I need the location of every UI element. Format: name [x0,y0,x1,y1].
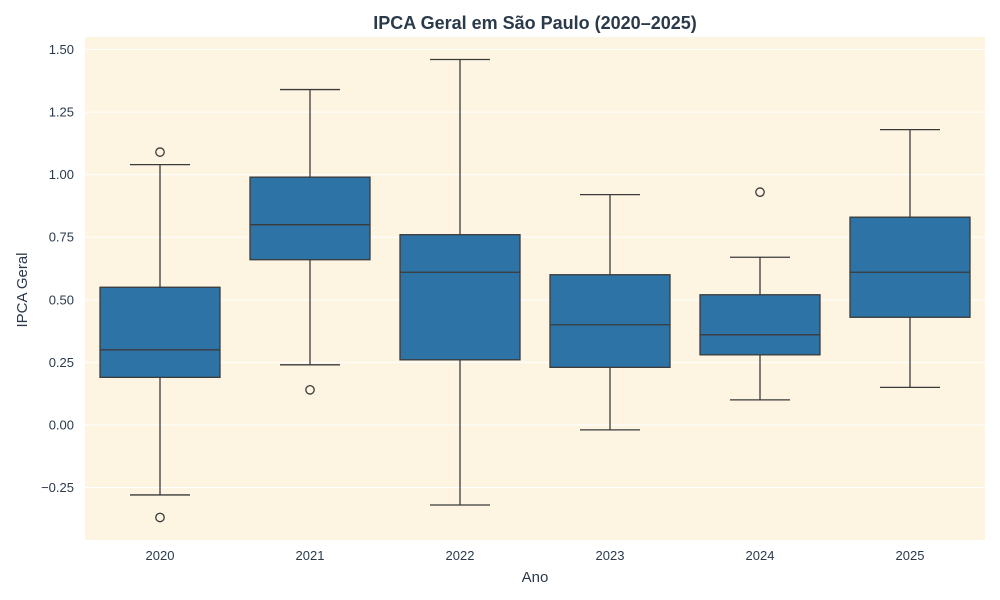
outlier-point [155,512,165,523]
box-iqr [399,234,521,361]
y-tick-label: 0.50 [49,292,74,307]
box-2022 [399,58,521,506]
box-2024 [699,187,821,401]
box-2025 [849,128,971,388]
box-2021 [249,88,371,395]
box-2020 [99,147,221,523]
box-iqr [99,286,221,378]
box-iqr [699,294,821,356]
box-iqr [549,274,671,368]
y-tick-label: 1.50 [49,42,74,57]
x-tick-label: 2023 [596,548,625,563]
box-2023 [549,194,671,431]
grid-lines [85,49,985,488]
x-tick-label: 2025 [896,548,925,563]
y-tick-label: 0.00 [49,417,74,432]
x-tick-label: 2022 [446,548,475,563]
x-tick-label: 2024 [746,548,775,563]
y-axis-label: IPCA Geral [14,252,31,327]
boxes [99,58,971,523]
box-iqr [849,216,971,318]
chart-title: IPCA Geral em São Paulo (2020–2025) [373,13,697,33]
outlier-point [755,187,765,198]
outlier-point [155,147,165,157]
x-axis-ticks: 2020 2021 2022 2023 2024 2025 [146,548,925,563]
y-tick-label: 1.00 [49,167,74,182]
x-axis-label: Ano [522,569,549,586]
box-iqr [249,176,371,261]
y-axis-ticks: −0.25 0.00 0.25 0.50 0.75 1.00 1.25 1.50 [41,42,74,495]
x-tick-label: 2021 [296,548,325,563]
outlier-point [305,385,315,395]
x-tick-label: 2020 [146,548,175,563]
y-tick-label: 1.25 [49,105,74,120]
y-tick-label: −0.25 [41,480,74,495]
y-tick-label: 0.25 [49,355,74,370]
y-tick-label: 0.75 [49,230,74,245]
plot-area [85,37,985,540]
